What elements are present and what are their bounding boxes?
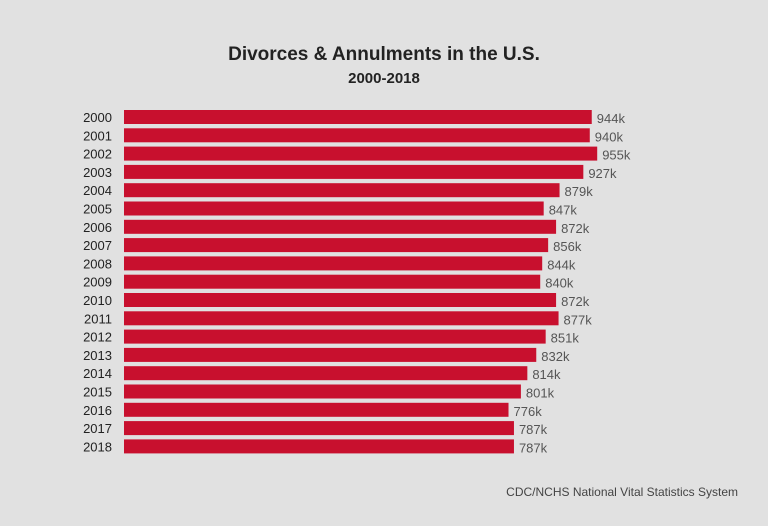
data-label: 776k <box>514 404 543 419</box>
category-label: 2012 <box>83 330 112 345</box>
data-label: 872k <box>561 294 590 309</box>
category-label: 2013 <box>83 348 112 363</box>
bar <box>124 164 584 179</box>
category-label: 2018 <box>83 439 112 454</box>
category-label: 2004 <box>83 183 112 198</box>
bar <box>124 274 541 289</box>
category-label: 2010 <box>83 293 112 308</box>
category-label: 2001 <box>83 128 112 143</box>
bar <box>124 311 559 326</box>
data-label: 801k <box>526 386 555 401</box>
data-label: 787k <box>519 440 548 455</box>
chart-subtitle: 2000-2018 <box>348 70 420 87</box>
data-label: 832k <box>541 349 570 364</box>
category-label: 2017 <box>83 421 112 436</box>
bar <box>124 329 546 344</box>
data-label: 877k <box>564 312 593 327</box>
source-note: CDC/NCHS National Vital Statistics Syste… <box>506 485 738 499</box>
bar <box>124 384 521 399</box>
bar <box>124 421 514 436</box>
data-label: 851k <box>551 331 580 346</box>
data-label: 879k <box>565 184 594 199</box>
data-label: 856k <box>553 239 582 254</box>
category-label: 2005 <box>83 202 112 217</box>
category-label: 2015 <box>83 385 112 400</box>
category-label: 2011 <box>84 311 112 326</box>
data-label: 814k <box>532 367 561 382</box>
bar <box>124 183 560 198</box>
bar <box>124 128 590 143</box>
category-label: 2000 <box>83 110 112 125</box>
data-label: 787k <box>519 422 548 437</box>
data-label: 927k <box>588 166 617 181</box>
bar <box>124 256 543 271</box>
bar <box>124 110 592 124</box>
category-label: 2007 <box>83 238 112 253</box>
category-label: 2006 <box>83 220 112 235</box>
bar <box>124 219 557 234</box>
bar <box>124 402 509 417</box>
data-label: 955k <box>602 148 631 163</box>
bar <box>124 293 557 307</box>
category-label: 2008 <box>83 256 112 271</box>
bar <box>124 347 537 362</box>
data-label: 840k <box>545 276 574 291</box>
data-label: 940k <box>595 129 624 144</box>
category-label: 2002 <box>83 147 112 162</box>
bar <box>124 366 528 381</box>
data-label: 872k <box>561 221 590 236</box>
category-label: 2003 <box>83 165 112 180</box>
bar <box>124 238 549 253</box>
data-label: 944k <box>597 111 626 126</box>
chart-title: Divorces & Annulments in the U.S. <box>228 44 540 65</box>
category-label: 2009 <box>83 275 112 290</box>
data-label: 844k <box>547 257 576 272</box>
bar <box>124 146 598 161</box>
category-label: 2014 <box>83 366 112 381</box>
bar <box>124 439 514 454</box>
category-label: 2016 <box>83 403 112 418</box>
data-label: 847k <box>549 203 578 218</box>
bar <box>124 201 544 216</box>
